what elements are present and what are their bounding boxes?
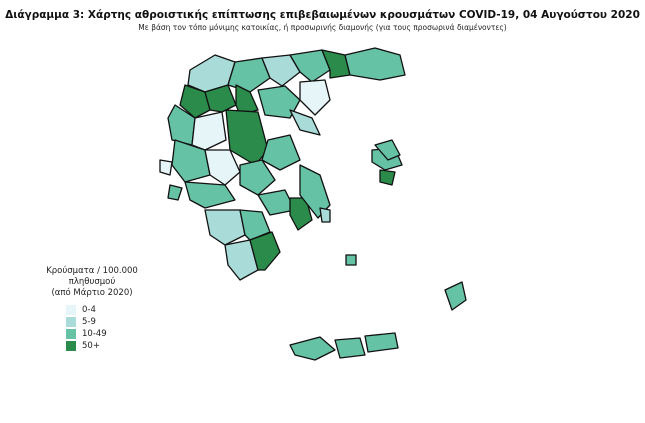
map-region [204, 209, 246, 246]
map-region [191, 111, 227, 151]
map-region [204, 84, 237, 113]
map-region [289, 49, 331, 83]
map-region [227, 57, 271, 93]
map-region [261, 54, 301, 87]
map-region [224, 239, 259, 281]
map-region [299, 79, 331, 116]
legend: Κρούσματα / 100.000 πληθυσμού (από Μάρτι… [22, 266, 162, 352]
map-region [289, 336, 336, 361]
legend-item: 5-9 [66, 316, 162, 327]
legend-label: 5-9 [82, 316, 96, 327]
legend-label: 10-49 [82, 328, 107, 339]
map-region [379, 169, 396, 186]
legend-title: Κρούσματα / 100.000 πληθυσμού [46, 266, 138, 287]
map-region [444, 281, 467, 311]
legend-swatch [66, 316, 76, 327]
legend-label: 0-4 [82, 304, 96, 315]
legend-swatch [66, 340, 76, 351]
legend-swatch [66, 304, 76, 315]
map-region [167, 184, 183, 201]
legend-item: 0-4 [66, 304, 162, 315]
map-region [289, 109, 321, 136]
legend-label: 50+ [82, 340, 100, 351]
map-region [225, 109, 269, 166]
map-region [171, 139, 211, 183]
map-region [261, 134, 301, 171]
chart-title: Διάγραμμα 3: Χάρτης αθροιστικής επίπτωση… [5, 9, 640, 21]
map-region [184, 181, 236, 209]
legend-swatch [66, 328, 76, 339]
map-region [321, 49, 351, 79]
map-region [345, 254, 357, 266]
map-region [159, 159, 173, 176]
map-region [204, 149, 241, 186]
map-region [374, 139, 401, 161]
map-region [334, 337, 366, 359]
legend-item: 50+ [66, 340, 162, 351]
legend-item: 10-49 [66, 328, 162, 339]
map-region [344, 47, 406, 81]
map-region [319, 207, 331, 223]
map-region [179, 84, 211, 119]
legend-subtitle: (από Μάρτιο 2020) [51, 288, 133, 298]
map-region [364, 332, 399, 353]
chart-subtitle: Με βάση τον τόπο μόνιμης κατοικίας, ή πρ… [138, 23, 507, 32]
map-region [249, 231, 281, 271]
map-region [239, 159, 276, 196]
